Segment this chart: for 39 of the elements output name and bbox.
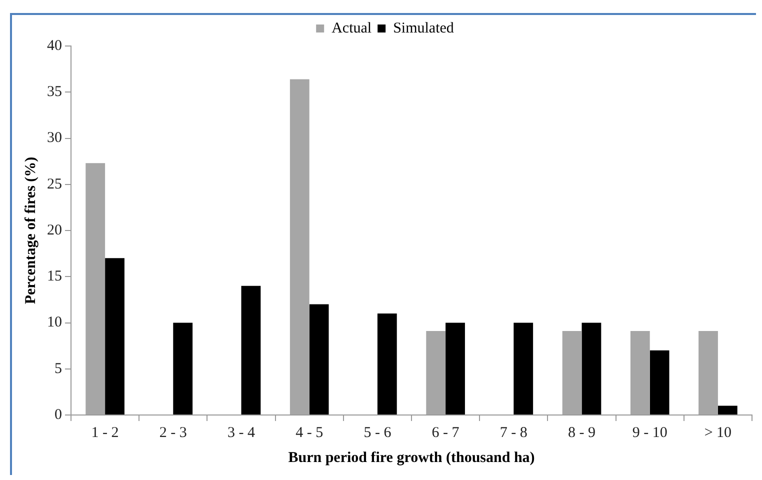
legend-label: Simulated bbox=[393, 20, 454, 36]
x-tick-label: 2 - 3 bbox=[159, 424, 187, 441]
bar bbox=[698, 331, 718, 414]
y-tick-label: 25 bbox=[47, 176, 62, 192]
y-tick-label: 10 bbox=[47, 314, 62, 331]
y-tick-label: 20 bbox=[47, 222, 62, 238]
x-tick-label: 5 - 6 bbox=[364, 424, 392, 441]
bar bbox=[562, 331, 582, 414]
y-tick-label: 35 bbox=[47, 84, 62, 100]
bar bbox=[173, 322, 193, 414]
x-tick-label: 6 - 7 bbox=[432, 424, 460, 441]
x-tick-label: 8 - 9 bbox=[568, 424, 596, 441]
x-tick-label: 7 - 8 bbox=[500, 424, 528, 441]
bar bbox=[718, 406, 738, 414]
bar bbox=[290, 79, 310, 414]
bar bbox=[105, 258, 124, 414]
y-tick-label: 40 bbox=[47, 38, 62, 54]
bar bbox=[377, 314, 397, 414]
y-axis-title: Percentage of fires (%) bbox=[22, 156, 39, 304]
y-tick-label: 15 bbox=[47, 268, 62, 285]
x-tick-label: 3 - 4 bbox=[228, 424, 256, 441]
y-tick-label: 0 bbox=[54, 406, 62, 423]
bar bbox=[650, 350, 670, 414]
bar bbox=[582, 322, 602, 414]
bar bbox=[86, 163, 106, 414]
legend-label: Actual bbox=[332, 20, 372, 36]
x-tick-label: 9 - 10 bbox=[632, 424, 668, 441]
bar bbox=[426, 331, 446, 414]
bar bbox=[309, 304, 329, 414]
y-tick-label: 5 bbox=[54, 360, 62, 377]
bar bbox=[630, 331, 650, 414]
bar bbox=[241, 286, 261, 414]
x-tick-label: 4 - 5 bbox=[296, 424, 324, 441]
bar bbox=[514, 322, 534, 414]
x-tick-label: 1 - 2 bbox=[91, 424, 119, 441]
x-axis-title: Burn period fire growth (thousand ha) bbox=[288, 450, 535, 466]
y-tick-label: 30 bbox=[47, 130, 62, 146]
bar bbox=[446, 322, 465, 414]
x-tick-label: > 10 bbox=[704, 424, 732, 441]
